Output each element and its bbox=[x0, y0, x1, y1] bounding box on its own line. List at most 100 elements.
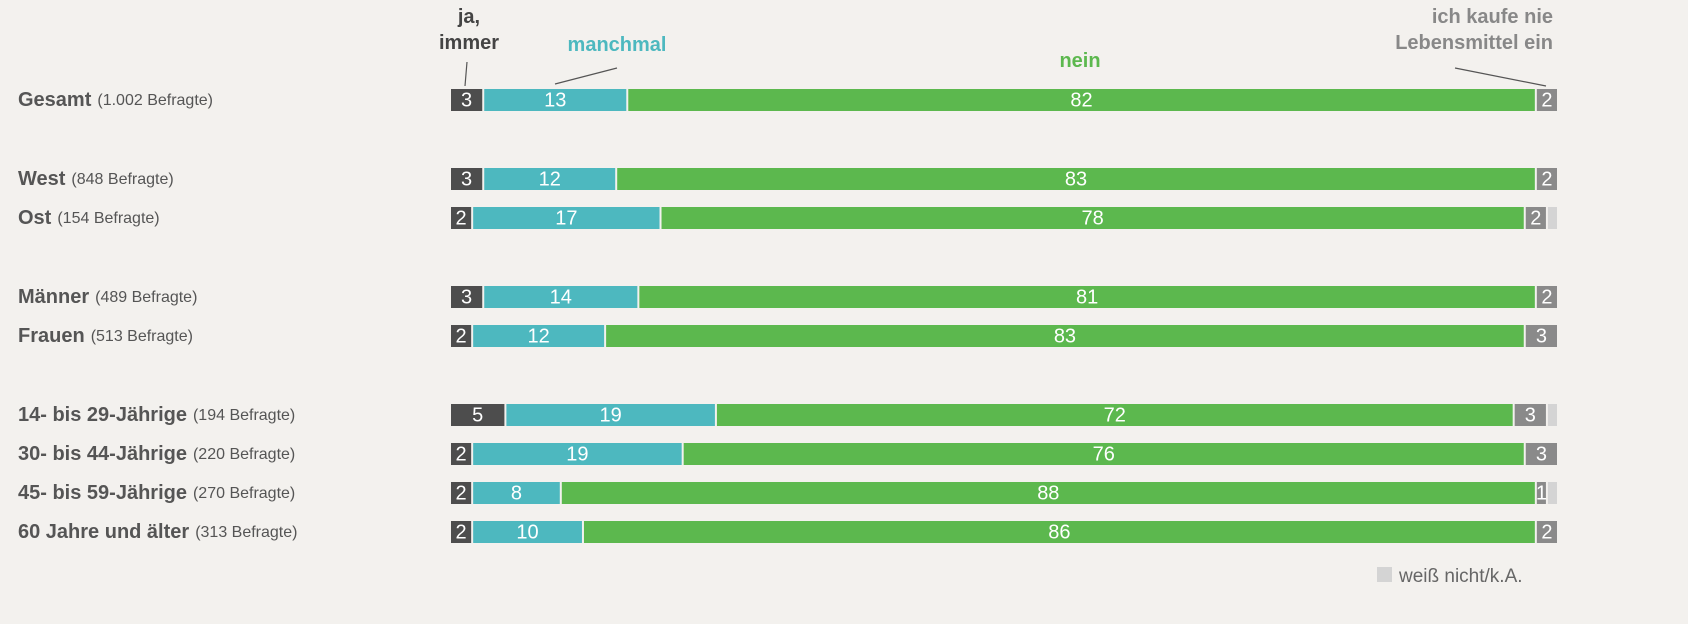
category: West bbox=[18, 168, 66, 190]
leader-line bbox=[1454, 67, 1547, 87]
bar-segment bbox=[683, 443, 1524, 465]
bar-segment bbox=[1536, 482, 1546, 504]
value-label: 13 bbox=[544, 89, 566, 111]
leader-line bbox=[464, 61, 468, 87]
category: Männer bbox=[18, 286, 89, 308]
respondents: (489 Befragte) bbox=[95, 289, 197, 306]
respondents: (270 Befragte) bbox=[193, 485, 295, 502]
value-label: 1 bbox=[1536, 482, 1547, 504]
respondents: (1.002 Befragte) bbox=[97, 92, 213, 109]
value-label: 3 bbox=[1536, 443, 1547, 465]
bar-segment bbox=[1547, 207, 1557, 229]
bar-segment bbox=[628, 89, 1535, 111]
row-label: 14- bis 29-Jährige (194 Befragte) bbox=[18, 404, 295, 426]
category: Frauen bbox=[18, 325, 85, 347]
bar-segment bbox=[451, 521, 472, 543]
line: ja, bbox=[457, 6, 480, 28]
series-header: manchmal bbox=[568, 34, 667, 56]
category: 45- bis 59-Jährige bbox=[18, 482, 187, 504]
value-label: 2 bbox=[456, 443, 467, 465]
bar-segment bbox=[451, 207, 472, 229]
respondents: (154 Befragte) bbox=[57, 210, 159, 227]
bar-segment bbox=[606, 325, 1524, 347]
bar-segment bbox=[451, 168, 483, 190]
legend-label: weiß nicht/k.A. bbox=[1398, 566, 1523, 587]
bar-segment bbox=[1525, 207, 1546, 229]
value-label: 2 bbox=[456, 521, 467, 543]
value-label: 2 bbox=[456, 325, 467, 347]
category: Ost bbox=[18, 207, 52, 229]
bar-segment bbox=[506, 404, 715, 426]
row-label: 30- bis 44-Jährige (220 Befragte) bbox=[18, 443, 295, 465]
bar-segment bbox=[716, 404, 1513, 426]
respondents: (313 Befragte) bbox=[195, 524, 297, 541]
bar-segment bbox=[583, 521, 1535, 543]
bar-segment bbox=[1525, 325, 1557, 347]
value-label: 10 bbox=[516, 521, 538, 543]
series-header: ja, immer bbox=[439, 6, 499, 54]
category: 14- bis 29-Jährige bbox=[18, 404, 187, 426]
bar-segment bbox=[451, 482, 472, 504]
row-label: Ost (154 Befragte) bbox=[18, 207, 160, 229]
bar-segment bbox=[484, 89, 627, 111]
category: 30- bis 44-Jährige bbox=[18, 443, 187, 465]
bar-segment bbox=[473, 443, 682, 465]
value-label: 83 bbox=[1065, 168, 1087, 190]
bar-segment bbox=[1536, 168, 1557, 190]
row-label: Gesamt (1.002 Befragte) bbox=[18, 89, 213, 111]
bar-segment bbox=[451, 325, 472, 347]
value-label: 3 bbox=[1525, 404, 1536, 426]
category: 60 Jahre und älter bbox=[18, 521, 189, 543]
bar-segment bbox=[451, 286, 483, 308]
bar-segment bbox=[1536, 521, 1557, 543]
respondents: (513 Befragte) bbox=[91, 328, 193, 345]
value-label: 72 bbox=[1104, 404, 1126, 426]
line: ich kaufe nie bbox=[1432, 6, 1553, 28]
bar-segment bbox=[473, 521, 582, 543]
value-label: 3 bbox=[461, 89, 472, 111]
value-label: 3 bbox=[461, 168, 472, 190]
bar-segment bbox=[451, 404, 505, 426]
value-label: 5 bbox=[472, 404, 483, 426]
value-label: 2 bbox=[456, 207, 467, 229]
respondents: (220 Befragte) bbox=[193, 446, 295, 463]
value-label: 81 bbox=[1076, 286, 1098, 308]
line: nein bbox=[1059, 50, 1100, 72]
value-label: 12 bbox=[528, 325, 550, 347]
series-header: nein bbox=[1059, 50, 1100, 72]
bar-segment bbox=[1536, 89, 1557, 111]
bar-segment bbox=[484, 168, 616, 190]
value-label: 2 bbox=[1541, 89, 1552, 111]
value-label: 19 bbox=[566, 443, 588, 465]
bar-segment bbox=[661, 207, 1524, 229]
row-label: West (848 Befragte) bbox=[18, 168, 174, 190]
bar-segment bbox=[1514, 404, 1546, 426]
value-label: 12 bbox=[539, 168, 561, 190]
bar-segment bbox=[1525, 443, 1557, 465]
value-label: 3 bbox=[1536, 325, 1547, 347]
value-label: 2 bbox=[1541, 168, 1552, 190]
bar-segment bbox=[639, 286, 1535, 308]
row-label: 45- bis 59-Jährige (270 Befragte) bbox=[18, 482, 295, 504]
bar-segment bbox=[451, 89, 483, 111]
bar-segment bbox=[1547, 482, 1557, 504]
bar-segment bbox=[617, 168, 1535, 190]
line: manchmal bbox=[568, 34, 667, 56]
value-label: 86 bbox=[1048, 521, 1070, 543]
value-label: 2 bbox=[1530, 207, 1541, 229]
value-label: 14 bbox=[550, 286, 572, 308]
line: immer bbox=[439, 32, 499, 54]
bar-segment bbox=[473, 325, 605, 347]
value-label: 2 bbox=[1541, 286, 1552, 308]
row-label: 60 Jahre und älter (313 Befragte) bbox=[18, 521, 297, 543]
row-label: Frauen (513 Befragte) bbox=[18, 325, 193, 347]
bar-segment bbox=[1536, 286, 1557, 308]
value-label: 83 bbox=[1054, 325, 1076, 347]
bar-segment bbox=[1547, 404, 1557, 426]
value-label: 88 bbox=[1037, 482, 1059, 504]
bar-segment bbox=[473, 207, 660, 229]
respondents: (848 Befragte) bbox=[71, 171, 173, 188]
value-label: 8 bbox=[511, 482, 522, 504]
bar-segment bbox=[473, 482, 560, 504]
